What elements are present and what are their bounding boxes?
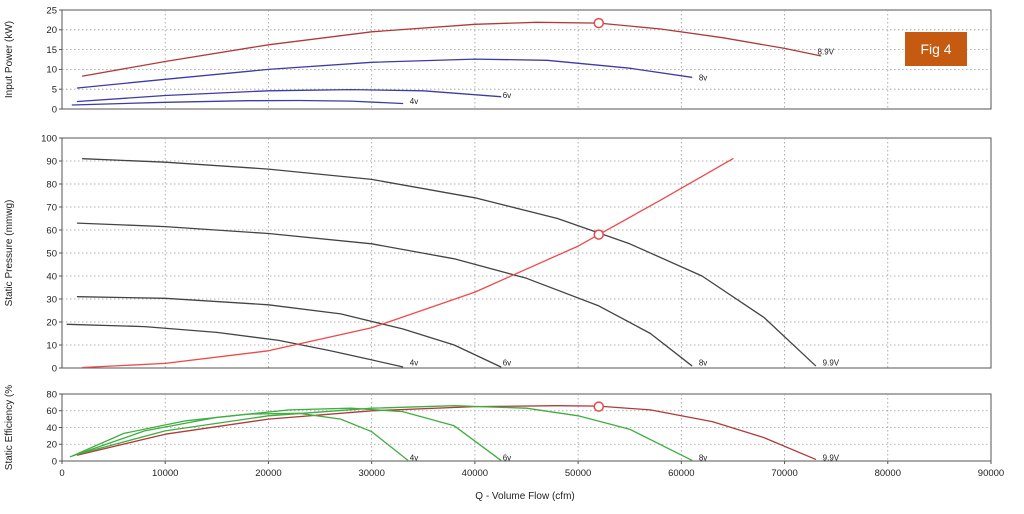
y-tick-label: 50	[46, 248, 57, 259]
series-line-pressure-2	[76, 296, 502, 368]
y-tick-label: 60	[46, 406, 57, 417]
y-tick-label: 90	[46, 156, 57, 167]
series-label: 4v	[410, 97, 418, 106]
y-tick-label: 30	[46, 294, 57, 305]
y-tick-label: 0	[52, 104, 57, 115]
y-tick-label: 100	[41, 133, 57, 144]
series-line-efficiency-3	[69, 412, 409, 461]
x-tick-label: 40000	[462, 468, 488, 479]
series-line-power-0	[81, 21, 822, 77]
y-tick-label: 15	[46, 45, 57, 56]
y-tick-label: 25	[46, 5, 57, 16]
series-line-pressure-3	[66, 323, 404, 368]
x-tick-label: 30000	[358, 468, 384, 479]
series-line-power-1	[76, 58, 693, 89]
operating-point-pressure	[593, 229, 605, 240]
series-line-pressure-0	[81, 158, 817, 367]
operating-point-power	[593, 17, 605, 29]
y-axis-label-efficiency: Static Efficiency (%	[4, 385, 15, 471]
series-label: 8v	[699, 73, 707, 82]
y-axis-label-power: Input Power (kW)	[4, 21, 15, 98]
x-tick-label: 90000	[978, 468, 1004, 479]
x-tick-label: 50000	[565, 468, 591, 479]
series-line-power-2	[76, 88, 502, 103]
series-line-efficiency-0	[76, 405, 817, 460]
y-tick-label: 5	[52, 85, 57, 96]
y-tick-label: 80	[46, 389, 57, 400]
y-tick-label: 0	[52, 456, 57, 467]
x-axis-label: Q - Volume Flow (cfm)	[475, 491, 574, 502]
series-label: 8.9V	[818, 48, 835, 57]
x-tick-label: 10000	[152, 468, 178, 479]
series-line-pressure-4	[81, 158, 734, 369]
x-tick-label: 70000	[771, 468, 797, 479]
series-line-efficiency-1	[76, 405, 693, 461]
series-label: 4v	[410, 454, 418, 463]
panel-efficiency: 0 20 40 60 80 Static Efficiency (% 9.9V 8v 6v 4v	[4, 385, 992, 471]
y-tick-label: 20	[46, 317, 57, 328]
series-label: 8v	[699, 358, 707, 367]
series-line-power-3	[71, 99, 404, 106]
y-tick-label: 40	[46, 271, 57, 282]
series-label: 6v	[503, 454, 511, 463]
y-tick-label: 80	[46, 179, 57, 190]
y-tick-label: 20	[46, 25, 57, 36]
y-tick-label: 40	[46, 423, 57, 434]
y-tick-label: 10	[46, 65, 57, 76]
y-tick-label: 70	[46, 202, 57, 213]
operating-point-efficiency	[593, 401, 605, 412]
series-line-pressure-1	[76, 222, 693, 367]
fig-badge-label: Fig 4	[920, 41, 951, 57]
series-label: 6v	[503, 358, 511, 367]
x-tick-label: 20000	[255, 468, 281, 479]
series-label: 8v	[699, 454, 707, 463]
x-tick-label: 0	[59, 468, 64, 479]
y-tick-label: 10	[46, 340, 57, 351]
series-label: 6v	[503, 91, 511, 100]
y-tick-label: 60	[46, 225, 57, 236]
y-tick-label: 20	[46, 440, 57, 451]
y-axis-label-pressure: Static Pressure (mmwg)	[4, 200, 15, 307]
series-label: 9.9V	[823, 454, 840, 463]
panel-power: 0 5 10 15 20 25 Input Power (kW) 8.9V 8v 6v 4v	[4, 5, 992, 115]
series-label: 4v	[410, 358, 418, 367]
panel-pressure: 0 10 20 30 40 50 60 70 80 90 100 Static Pressure (m…	[4, 133, 992, 374]
x-tick-label: 80000	[875, 468, 901, 479]
y-tick-label: 0	[52, 363, 57, 374]
x-tick-label: 60000	[668, 468, 694, 479]
series-label: 9.9V	[823, 358, 840, 367]
series-line-efficiency-2	[71, 407, 502, 461]
fig-badge: Fig 4	[905, 32, 967, 66]
